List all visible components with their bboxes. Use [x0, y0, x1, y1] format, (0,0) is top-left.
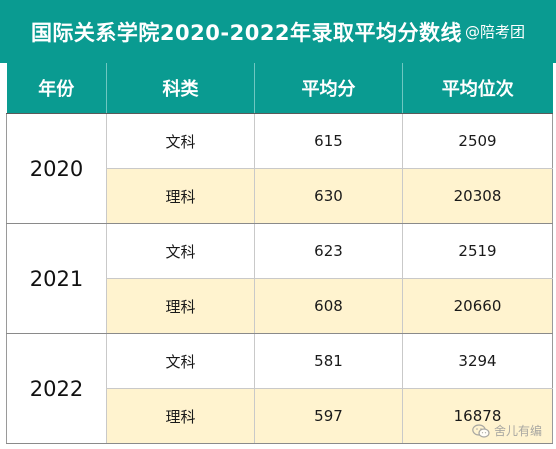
- header-year: 年份: [6, 63, 107, 114]
- avg-rank-cell: 20660: [402, 278, 553, 334]
- table-row: 2020 文科 615 2509: [6, 113, 553, 224]
- table-row: 2022 文科 581 3294: [6, 333, 553, 444]
- avg-score-cell: 597: [254, 388, 403, 444]
- avg-score-cell: 615: [254, 113, 403, 169]
- year-cell: 2022: [6, 333, 107, 444]
- avg-rank-cell: 2509: [402, 113, 553, 169]
- avg-rank-cell: 20308: [402, 168, 553, 224]
- title-tag: @陪考团: [465, 23, 526, 41]
- avg-rank-cell: 2519: [402, 223, 553, 279]
- subject-cell: 理科: [106, 388, 255, 444]
- subject-cell: 文科: [106, 223, 255, 279]
- subject-cell: 理科: [106, 168, 255, 224]
- table-row: 理科 608 20660: [7, 278, 553, 334]
- table-row: 2021 文科 623 2519: [6, 223, 553, 334]
- subject-cell: 文科: [106, 113, 255, 169]
- header-avg-rank: 平均位次: [402, 63, 553, 114]
- table-row: 理科 597 16878: [7, 388, 553, 444]
- title-bar: 国际关系学院2020-2022年录取平均分数线 @陪考团: [0, 0, 556, 63]
- year-cell: 2021: [6, 223, 107, 334]
- avg-score-cell: 608: [254, 278, 403, 334]
- watermark: 舍儿有编: [472, 422, 542, 439]
- table-row: 理科 630 20308: [7, 168, 553, 224]
- header-avg-score: 平均分: [254, 63, 403, 114]
- subject-cell: 文科: [106, 333, 255, 389]
- watermark-text: 舍儿有编: [493, 424, 542, 438]
- subject-cell: 理科: [106, 278, 255, 334]
- score-table: 年份 科类 平均分 平均位次 2020 文科 615 2509 理科 630 2…: [6, 63, 553, 444]
- year-cell: 2020: [6, 113, 107, 224]
- avg-score-cell: 630: [254, 168, 403, 224]
- wechat-icon: [472, 423, 490, 438]
- table-header-row: 年份 科类 平均分 平均位次: [6, 63, 553, 114]
- header-subject: 科类: [106, 63, 255, 114]
- avg-score-cell: 581: [254, 333, 403, 389]
- page-title: 国际关系学院2020-2022年录取平均分数线: [30, 20, 463, 45]
- avg-rank-cell: 3294: [402, 333, 553, 389]
- avg-score-cell: 623: [254, 223, 403, 279]
